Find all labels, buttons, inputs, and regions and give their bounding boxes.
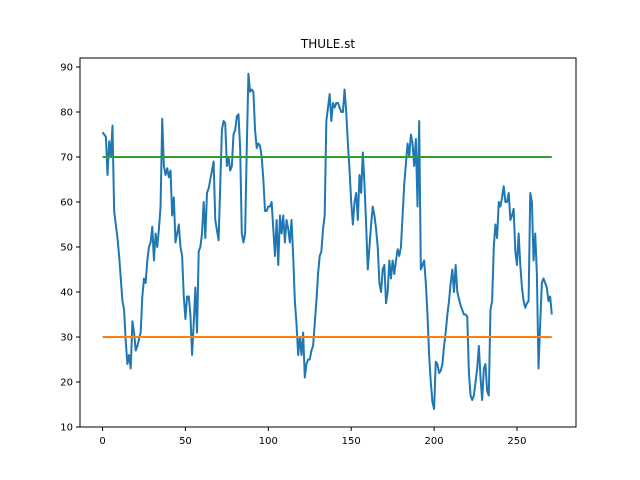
y-tick-label: 20 — [60, 378, 73, 389]
y-tick-label: 40 — [60, 288, 73, 299]
x-tick-label: 250 — [507, 436, 526, 447]
chart-title: THULE.st — [300, 37, 355, 51]
x-tick-label: 150 — [342, 436, 361, 447]
series-line-0 — [101, 72, 553, 410]
x-tick-label: 0 — [99, 436, 105, 447]
y-tick-label: 50 — [60, 243, 73, 254]
plot-frame — [79, 57, 577, 428]
y-tick-label: 70 — [60, 153, 73, 164]
y-tick-label: 10 — [60, 423, 73, 434]
plot-area — [101, 72, 553, 410]
x-tick-label: 50 — [179, 436, 192, 447]
y-tick-label: 90 — [60, 63, 73, 74]
x-tick-label: 100 — [259, 436, 278, 447]
y-tick-label: 80 — [60, 108, 73, 119]
y-tick-label: 60 — [60, 198, 73, 209]
y-tick-label: 30 — [60, 333, 73, 344]
x-tick-label: 200 — [425, 436, 444, 447]
y-axis: 10 20 30 40 50 60 70 80 90 — [60, 63, 80, 434]
x-axis: 0 50 100 150 200 250 — [99, 427, 527, 447]
